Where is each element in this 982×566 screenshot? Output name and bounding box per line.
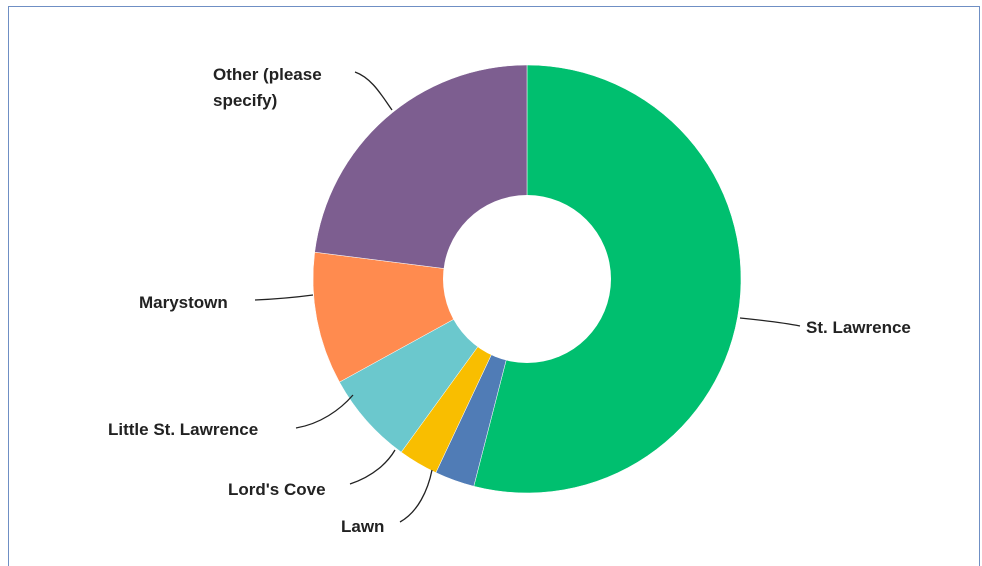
slice-label-little-st-lawrence: Little St. Lawrence — [108, 420, 258, 439]
slice-label-lords-cove: Lord's Cove — [228, 480, 326, 499]
leader-line-lords-cove — [349, 449, 396, 485]
slice-label-other-line1: Other (please — [213, 65, 322, 84]
leader-line-little-st-lawrence — [295, 394, 354, 429]
slice-label-lawn: Lawn — [341, 517, 384, 536]
slice-label-st-lawrence: St. Lawrence — [806, 318, 911, 337]
leader-line-other — [354, 71, 393, 111]
slice-label-other-line2: specify) — [213, 91, 277, 110]
slice-label-marystown: Marystown — [139, 293, 228, 312]
leader-line-lawn — [399, 469, 433, 523]
donut-hole — [443, 195, 611, 363]
leader-line-marystown — [254, 294, 314, 301]
leader-line-st-lawrence — [739, 317, 801, 327]
